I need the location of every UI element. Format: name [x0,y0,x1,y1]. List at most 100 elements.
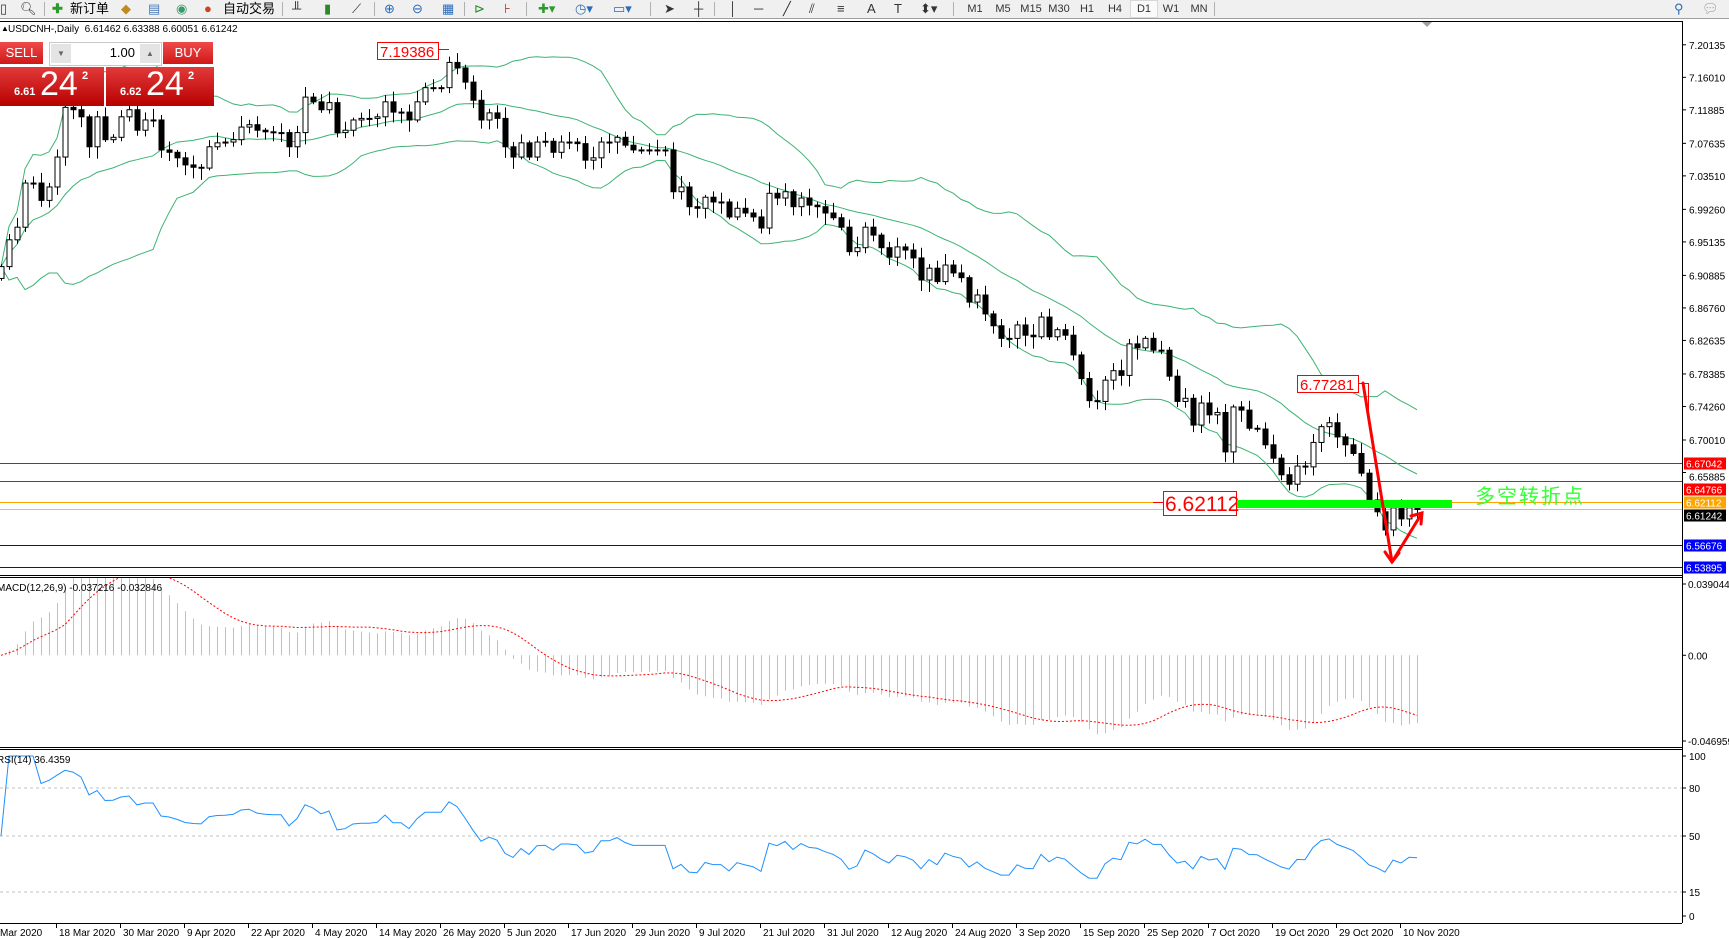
sell-button[interactable]: SELL [0,42,43,64]
pivot-annotation[interactable]: 6.62112 [1153,491,1452,517]
candle-body-up [638,149,645,152]
search-icon[interactable]: ⚲ [1674,1,1684,16]
timeframe-mn[interactable]: MN [1190,3,1208,15]
candle-body-down [470,81,477,101]
candle-body-down [334,102,341,134]
zoom-document-icon[interactable]: 🔍︎ [20,1,37,16]
candle-body-down [998,325,1005,339]
candle [190,155,197,179]
new-chart-icon[interactable]: ▯ [0,1,8,16]
high-annotation[interactable]: 7.19386 [377,42,450,62]
new-order-icon[interactable]: ✚ [52,1,63,16]
candle-body-up [110,136,117,141]
candle [518,134,525,160]
text-label-icon[interactable]: T [894,1,902,16]
candle-body-down [886,247,893,258]
candle [686,182,693,216]
text-icon[interactable]: A [867,1,876,16]
timeframe-m30[interactable]: M30 [1048,3,1070,15]
chat-icon[interactable]: 💬︎ [1702,1,1719,16]
candle-body-down [1286,474,1293,485]
toolbar-separator [714,2,715,16]
candle-body-down [574,141,581,145]
candle-body-up [1390,507,1397,531]
crosshair-icon[interactable]: ┼ [694,1,704,16]
candle [318,94,325,113]
candle-body-down [742,207,749,214]
candle [574,137,581,152]
candle [670,142,677,199]
market-watch-icon[interactable]: ◆ [121,1,131,16]
timeframe-d1[interactable]: D1 [1130,0,1158,18]
buy-button[interactable]: BUY [163,42,213,64]
lot-increase-icon[interactable]: ▲ [140,44,160,63]
channel-icon[interactable]: ⫽ [809,1,815,16]
templates-icon[interactable]: ▭▾ [613,1,632,16]
horizontal-line-icon[interactable]: ─ [754,1,764,16]
timeframe-h4[interactable]: H4 [1107,3,1123,15]
timeframe-m5[interactable]: M5 [995,3,1011,15]
auto-trading-icon[interactable]: ● [204,1,212,16]
fibonacci-icon[interactable]: ≡ [837,1,845,16]
zoom-in-icon[interactable]: ⊕ [384,1,395,16]
chart-shift-icon[interactable]: ⊦ [504,1,511,16]
chart-menu-icon[interactable]: ▲ [1,24,9,33]
candle-body-down [750,212,757,218]
candle [398,107,405,124]
candle-body-up [94,116,101,148]
signals-icon[interactable]: ◉ [176,1,188,16]
candle [238,116,245,146]
candle-body-down [158,119,165,151]
line-chart-icon[interactable]: ⟋ [352,1,362,16]
candle [966,275,973,308]
timeframe-w1[interactable]: W1 [1162,3,1180,15]
candle-body-down [1046,316,1053,338]
time-tick-label: 31 Jul 2020 [827,928,879,938]
candle-body-up [46,186,53,201]
zoom-out-icon[interactable]: ⊖ [412,1,423,16]
time-tick-label: 5 Jun 2020 [507,928,557,938]
candle-body-down [774,192,781,199]
candle [246,119,253,134]
candle-body-down [174,151,181,159]
timeframe-m1[interactable]: M1 [967,3,983,15]
candle-body-down [1094,400,1101,403]
arrows-icon[interactable]: ⬍▾ [920,1,938,16]
bar-chart-icon[interactable]: ╨ [292,1,302,16]
candle-body-up [854,247,861,253]
timeframe-h1[interactable]: H1 [1079,3,1095,15]
buy-price-button[interactable]: 6.62 24 2 [106,65,214,106]
autoscroll-icon[interactable]: ⊳ [474,1,485,16]
candle [486,108,493,130]
time-tick-label: 18 Mar 2020 [59,928,116,938]
candle-body-down [1254,427,1261,430]
auto-trading-button[interactable]: 自动交易 [223,1,276,16]
periods-icon[interactable]: ◷▾ [575,1,593,16]
candle-body-up [734,207,741,218]
swing-annotation[interactable]: 6.77281 [1297,375,1369,421]
timeframe-m15[interactable]: M15 [1020,3,1042,15]
cursor-icon[interactable]: ➤ [664,1,675,16]
lot-size-field[interactable]: ▼ 1.00 ▲ [49,42,162,66]
red-arrow-drawing[interactable] [1361,381,1424,565]
indicators-icon[interactable]: ✚▾ [538,1,556,16]
tile-windows-icon[interactable]: ▦ [442,1,455,16]
sell-price-button[interactable]: 6.61 24 2 [0,65,104,106]
candle-body-down [726,201,733,218]
candle-body-down [86,116,93,148]
vertical-line-icon[interactable]: │ [729,1,738,16]
navigator-icon[interactable]: ▤ [148,1,161,16]
candlestick-icon[interactable]: ▮ [324,1,332,16]
candle [230,132,237,147]
candle-body-down [758,216,765,229]
new-order-button[interactable]: 新订单 [70,1,110,16]
chart-shift-marker-icon[interactable] [1422,22,1432,27]
candle-body-up [646,149,653,152]
lot-decrease-icon[interactable]: ▼ [51,44,71,63]
macd-tick-label: 0.00 [1688,651,1708,662]
candle-body-down [78,109,85,118]
trendline-icon[interactable]: ╱ [783,1,791,16]
lot-size-value[interactable]: 1.00 [109,45,135,60]
candle-body-up [782,191,789,199]
